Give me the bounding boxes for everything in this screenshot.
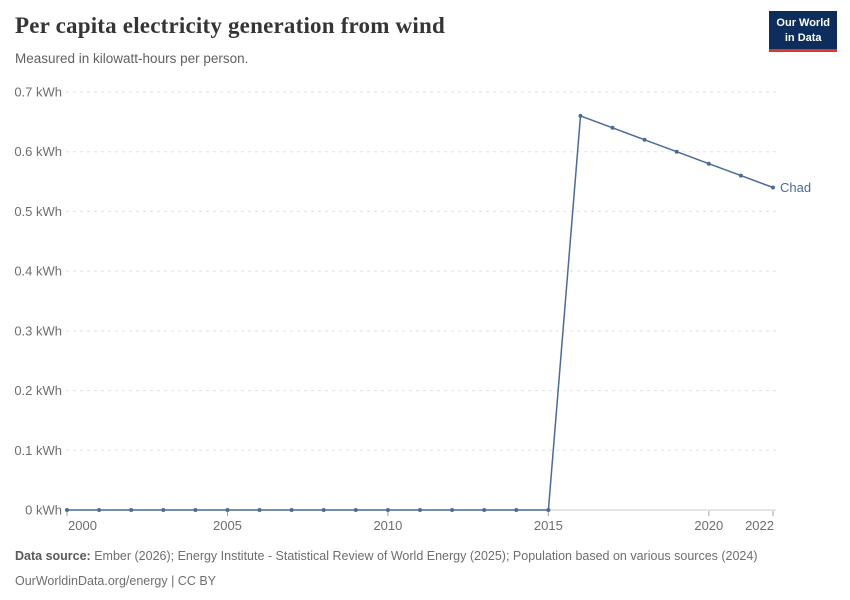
data-point[interactable] (225, 508, 230, 512)
data-point[interactable] (257, 508, 262, 512)
y-tick-label: 0.7 kWh (14, 85, 62, 100)
data-point[interactable] (353, 508, 358, 512)
data-point[interactable] (65, 508, 69, 512)
license-line[interactable]: OurWorldinData.org/energy | CC BY (15, 574, 217, 588)
data-source-text: Ember (2026); Energy Institute - Statist… (90, 549, 758, 563)
y-tick-label: 0.4 kWh (14, 264, 62, 279)
series-label[interactable]: Chad (780, 180, 811, 195)
owid-logo-line2: in Data (784, 31, 822, 44)
data-point[interactable] (610, 125, 615, 130)
data-point[interactable] (161, 508, 166, 512)
data-point[interactable] (674, 149, 679, 154)
x-tick-label: 2010 (373, 518, 402, 533)
data-source-line: Data source: Ember (2026); Energy Instit… (15, 544, 758, 569)
x-tick-label: 2020 (694, 518, 723, 533)
data-point[interactable] (706, 161, 711, 166)
data-point[interactable] (450, 508, 455, 512)
data-line (67, 115, 774, 511)
data-point[interactable] (97, 508, 102, 512)
data-point[interactable] (482, 508, 487, 512)
data-point[interactable] (321, 508, 326, 512)
x-tick-label: 2022 (745, 518, 774, 533)
y-tick-label: 0 kWh (25, 503, 62, 518)
data-point[interactable] (193, 508, 198, 512)
x-tick-label: 2015 (534, 518, 563, 533)
data-point[interactable] (738, 173, 743, 178)
chart-subtitle: Measured in kilowatt-hours per person. (15, 51, 249, 66)
y-tick-label: 0.2 kWh (14, 383, 62, 398)
owid-logo-line1: Our World (776, 17, 830, 29)
y-tick-label: 0.3 kWh (14, 323, 62, 338)
y-tick-label: 0.5 kWh (14, 204, 62, 219)
y-tick-label: 0.1 kWh (14, 443, 62, 458)
data-point[interactable] (546, 508, 551, 512)
y-tick-label: 0.6 kWh (14, 144, 62, 159)
data-point[interactable] (129, 508, 134, 512)
data-source-label: Data source: (15, 549, 91, 563)
x-tick-label: 2000 (68, 518, 97, 533)
data-point[interactable] (771, 185, 775, 190)
owid-logo[interactable]: Our World in Data (769, 11, 837, 53)
data-point[interactable] (289, 508, 294, 512)
data-point[interactable] (578, 113, 583, 118)
data-point[interactable] (514, 508, 519, 512)
page-title: Per capita electricity generation from w… (15, 13, 445, 38)
chart-footer: Data source: Ember (2026); Energy Instit… (15, 544, 758, 594)
data-point[interactable] (418, 508, 422, 512)
data-point[interactable] (642, 137, 647, 142)
x-tick-label: 2005 (213, 518, 242, 533)
data-point[interactable] (385, 508, 390, 512)
